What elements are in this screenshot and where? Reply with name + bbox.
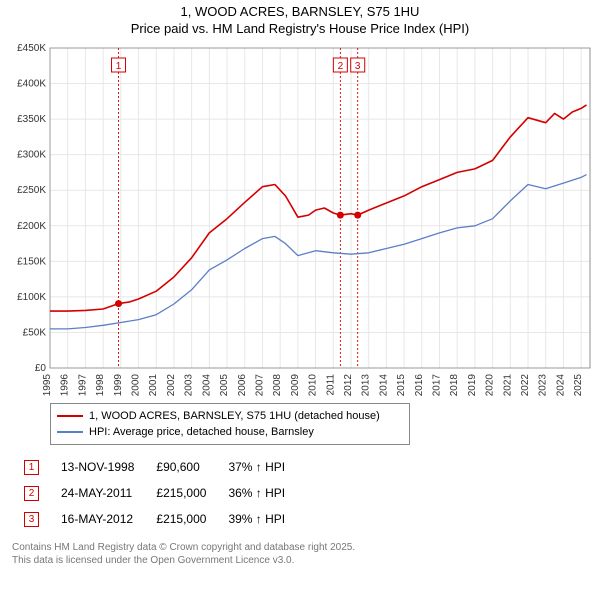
sale-date-2: 24-MAY-2011 [51, 481, 144, 505]
svg-text:1999: 1999 [113, 373, 124, 396]
svg-text:2022: 2022 [520, 373, 531, 396]
legend: 1, WOOD ACRES, BARNSLEY, S75 1HU (detach… [50, 403, 410, 445]
sale-price-1: £90,600 [146, 455, 216, 479]
svg-text:2001: 2001 [148, 373, 159, 396]
svg-text:1997: 1997 [77, 373, 88, 396]
legend-swatch-1 [57, 431, 83, 433]
table-row: 1 13-NOV-1998 £90,600 37% ↑ HPI [14, 455, 295, 479]
svg-text:£0: £0 [35, 363, 47, 374]
svg-text:1998: 1998 [95, 373, 106, 396]
svg-text:£100K: £100K [17, 292, 46, 303]
sale-delta-3: 39% ↑ HPI [218, 507, 295, 531]
footer-line2: This data is licensed under the Open Gov… [12, 554, 596, 567]
footer-line1: Contains HM Land Registry data © Crown c… [12, 541, 596, 554]
svg-text:2015: 2015 [396, 373, 407, 396]
price-chart: £0 £50K £100K £150K £200K £250K £300K £350K £400… [4, 42, 596, 397]
svg-text:2010: 2010 [308, 373, 319, 396]
svg-text:2003: 2003 [184, 373, 195, 396]
legend-item-0: 1, WOOD ACRES, BARNSLEY, S75 1HU (detach… [57, 408, 403, 424]
table-row: 3 16-MAY-2012 £215,000 39% ↑ HPI [14, 507, 295, 531]
svg-text:2007: 2007 [254, 373, 265, 396]
svg-text:2004: 2004 [201, 373, 212, 396]
sale-delta-2: 36% ↑ HPI [218, 481, 295, 505]
title-line2: Price paid vs. HM Land Registry's House … [4, 21, 596, 38]
svg-text:1996: 1996 [60, 373, 71, 396]
sale-marker-1: 1 [24, 460, 39, 475]
svg-text:2019: 2019 [467, 373, 478, 396]
svg-text:2025: 2025 [573, 373, 584, 396]
svg-text:£350K: £350K [17, 114, 46, 125]
svg-text:2017: 2017 [432, 373, 443, 396]
svg-text:2013: 2013 [361, 373, 372, 396]
legend-item-1: HPI: Average price, detached house, Barn… [57, 424, 403, 440]
sale-date-3: 16-MAY-2012 [51, 507, 144, 531]
svg-text:2005: 2005 [219, 373, 230, 396]
legend-label-1: HPI: Average price, detached house, Barn… [89, 426, 314, 438]
svg-text:£250K: £250K [17, 185, 46, 196]
svg-text:2011: 2011 [325, 373, 336, 395]
svg-text:2000: 2000 [131, 373, 142, 396]
svg-text:1: 1 [116, 61, 122, 72]
svg-text:2021: 2021 [502, 373, 513, 396]
footer: Contains HM Land Registry data © Crown c… [12, 541, 596, 567]
sale-date-1: 13-NOV-1998 [51, 455, 144, 479]
sales-table: 1 13-NOV-1998 £90,600 37% ↑ HPI 2 24-MAY… [12, 453, 297, 533]
svg-text:£300K: £300K [17, 149, 46, 160]
sale-price-2: £215,000 [146, 481, 216, 505]
chart-title-block: 1, WOOD ACRES, BARNSLEY, S75 1HU Price p… [4, 4, 596, 38]
chart-svg: £0 £50K £100K £150K £200K £250K £300K £350K £400… [4, 42, 596, 397]
svg-text:2008: 2008 [272, 373, 283, 396]
svg-text:£400K: £400K [17, 78, 46, 89]
svg-text:2024: 2024 [555, 373, 566, 396]
table-row: 2 24-MAY-2011 £215,000 36% ↑ HPI [14, 481, 295, 505]
svg-text:2023: 2023 [538, 373, 549, 396]
svg-text:2018: 2018 [449, 373, 460, 396]
svg-text:3: 3 [355, 61, 361, 72]
svg-text:2006: 2006 [237, 373, 248, 396]
svg-text:2012: 2012 [343, 373, 354, 396]
sale-delta-1: 37% ↑ HPI [218, 455, 295, 479]
svg-text:2014: 2014 [378, 373, 389, 396]
svg-text:£450K: £450K [17, 43, 46, 54]
sale-price-3: £215,000 [146, 507, 216, 531]
sale-marker-3: 3 [24, 512, 39, 527]
sale-marker-2: 2 [24, 486, 39, 501]
svg-text:£200K: £200K [17, 221, 46, 232]
svg-text:2016: 2016 [414, 373, 425, 396]
title-line1: 1, WOOD ACRES, BARNSLEY, S75 1HU [4, 4, 596, 21]
svg-text:2020: 2020 [485, 373, 496, 396]
svg-text:1995: 1995 [42, 373, 53, 396]
svg-text:2002: 2002 [166, 373, 177, 396]
legend-swatch-0 [57, 415, 83, 417]
legend-label-0: 1, WOOD ACRES, BARNSLEY, S75 1HU (detach… [89, 410, 380, 422]
svg-text:£50K: £50K [23, 327, 47, 338]
svg-text:2: 2 [338, 61, 344, 72]
svg-text:£150K: £150K [17, 256, 46, 267]
svg-text:2009: 2009 [290, 373, 301, 396]
